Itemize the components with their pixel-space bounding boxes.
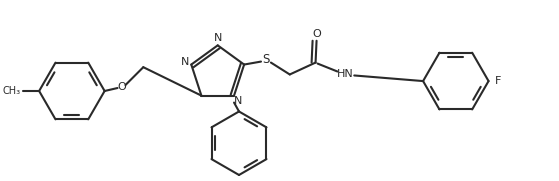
Text: N: N — [181, 57, 189, 67]
Text: F: F — [495, 76, 501, 86]
Text: O: O — [117, 82, 126, 92]
Text: N: N — [214, 33, 222, 43]
Text: N: N — [234, 96, 242, 106]
Text: HN: HN — [337, 70, 354, 79]
Text: S: S — [262, 53, 269, 66]
Text: O: O — [312, 29, 321, 39]
Text: CH₃: CH₃ — [2, 86, 20, 96]
